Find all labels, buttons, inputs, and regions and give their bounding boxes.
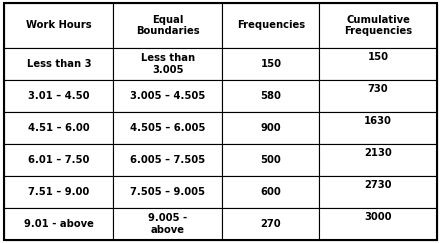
- Text: 9.005 -
above: 9.005 - above: [148, 213, 187, 235]
- Bar: [113, 48, 222, 80]
- Bar: [4, 208, 113, 240]
- Bar: [319, 80, 437, 112]
- Bar: [4, 80, 113, 112]
- Text: Work Hours: Work Hours: [26, 20, 92, 30]
- Text: 7.51 – 9.00: 7.51 – 9.00: [28, 187, 90, 197]
- Bar: [222, 3, 319, 48]
- Bar: [222, 48, 319, 80]
- Text: 900: 900: [261, 123, 281, 133]
- Bar: [319, 48, 437, 80]
- Text: 730: 730: [368, 84, 389, 94]
- Bar: [113, 208, 222, 240]
- Text: 580: 580: [261, 91, 281, 101]
- Bar: [4, 3, 113, 48]
- Text: 3.01 – 4.50: 3.01 – 4.50: [28, 91, 90, 101]
- Text: 500: 500: [261, 155, 281, 165]
- Text: Cumulative
Frequencies: Cumulative Frequencies: [344, 15, 412, 36]
- Bar: [4, 112, 113, 144]
- Text: 6.005 – 7.505: 6.005 – 7.505: [130, 155, 206, 165]
- Text: 4.51 – 6.00: 4.51 – 6.00: [28, 123, 90, 133]
- Bar: [319, 3, 437, 48]
- Bar: [222, 112, 319, 144]
- Text: Equal
Boundaries: Equal Boundaries: [136, 15, 200, 36]
- Bar: [222, 176, 319, 208]
- Text: 3000: 3000: [364, 212, 392, 222]
- Bar: [113, 112, 222, 144]
- Bar: [4, 144, 113, 176]
- Bar: [319, 208, 437, 240]
- Text: 2130: 2130: [364, 148, 392, 158]
- Text: 4.505 – 6.005: 4.505 – 6.005: [130, 123, 206, 133]
- Text: 2730: 2730: [364, 180, 392, 190]
- Bar: [222, 144, 319, 176]
- Bar: [222, 208, 319, 240]
- Bar: [113, 3, 222, 48]
- Bar: [319, 176, 437, 208]
- Text: 6.01 – 7.50: 6.01 – 7.50: [28, 155, 90, 165]
- Bar: [319, 112, 437, 144]
- Text: Less than 3: Less than 3: [26, 59, 91, 69]
- Text: 150: 150: [260, 59, 281, 69]
- Text: Frequencies: Frequencies: [237, 20, 305, 30]
- Text: 3.005 – 4.505: 3.005 – 4.505: [130, 91, 206, 101]
- Text: 270: 270: [261, 219, 281, 229]
- Bar: [4, 48, 113, 80]
- Text: 600: 600: [261, 187, 281, 197]
- Bar: [113, 80, 222, 112]
- Bar: [4, 176, 113, 208]
- Text: 7.505 – 9.005: 7.505 – 9.005: [130, 187, 205, 197]
- Text: 9.01 - above: 9.01 - above: [24, 219, 94, 229]
- Bar: [222, 80, 319, 112]
- Bar: [113, 144, 222, 176]
- Text: 1630: 1630: [364, 116, 392, 126]
- Bar: [319, 144, 437, 176]
- Text: Less than
3.005: Less than 3.005: [141, 53, 195, 75]
- Text: 150: 150: [367, 52, 389, 61]
- Bar: [113, 176, 222, 208]
